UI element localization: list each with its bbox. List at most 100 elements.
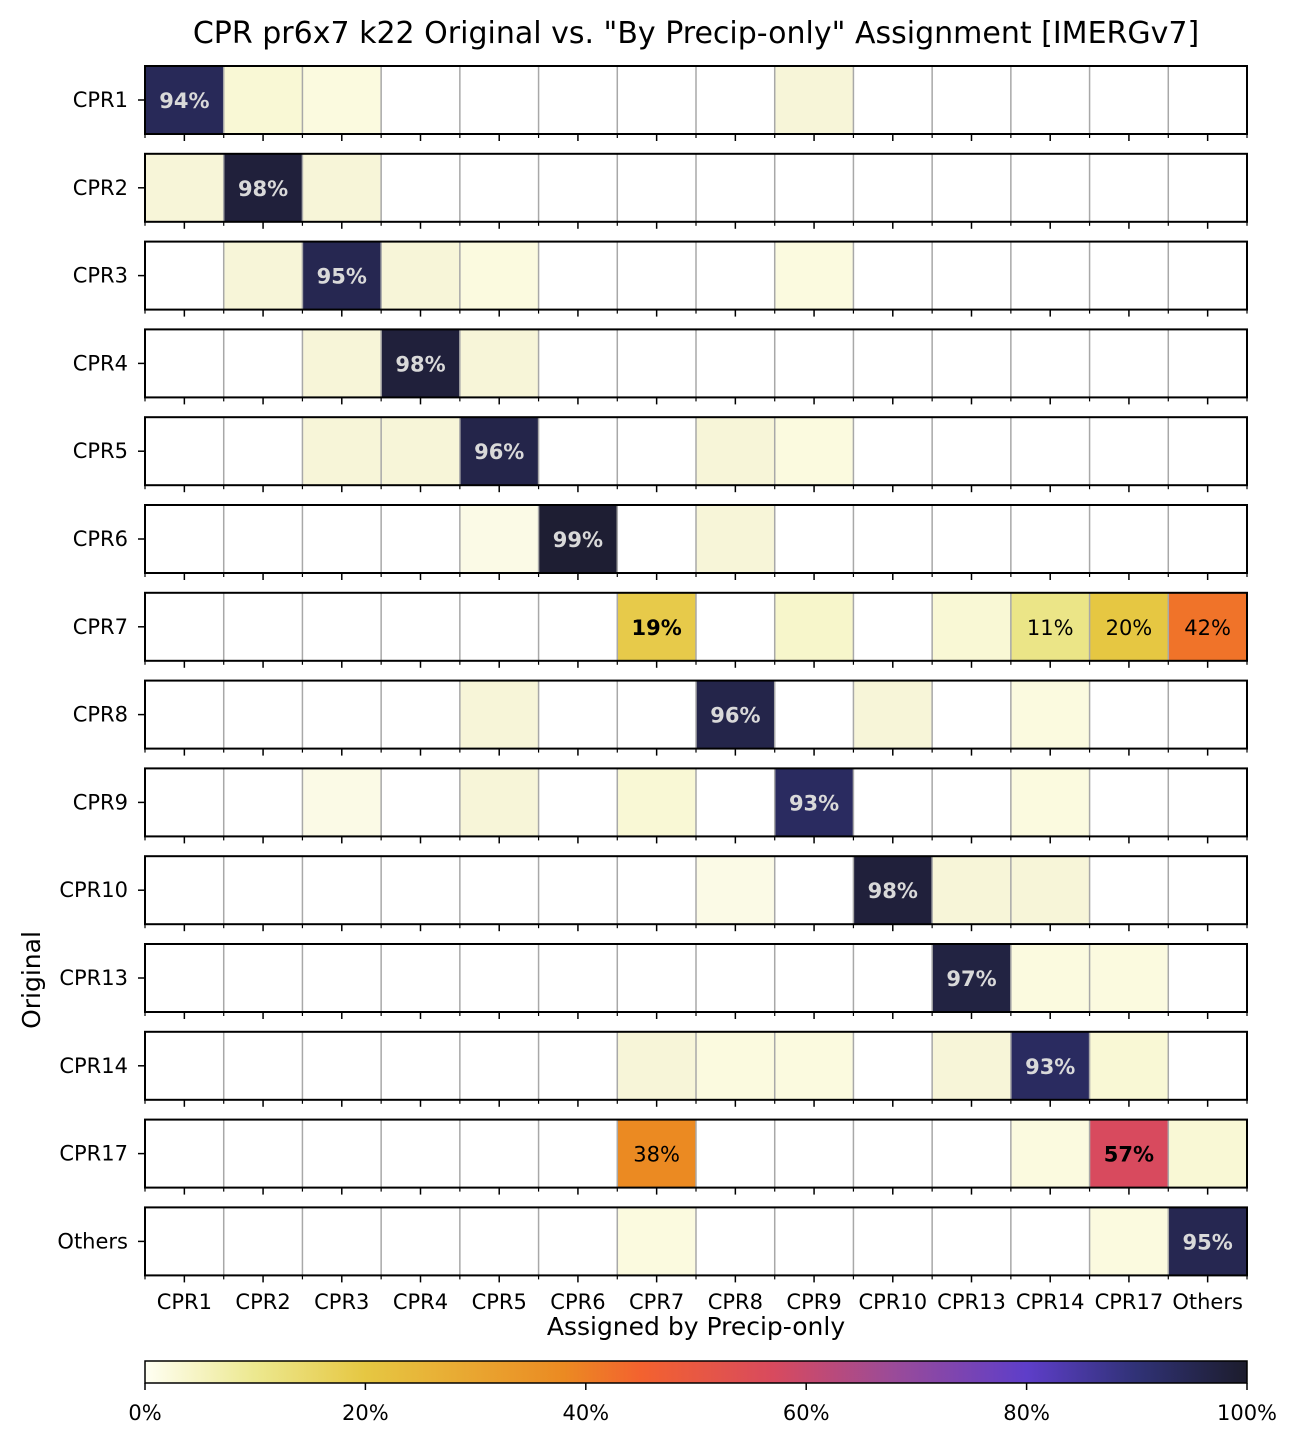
heatmap-row: CPR10 98% — [59, 855, 1248, 932]
heatmap-cell — [1168, 241, 1247, 310]
heatmap-cell — [459, 241, 539, 310]
cell-label: 95% — [317, 265, 367, 289]
heatmap-cell — [1010, 417, 1090, 486]
heatmap-cell — [538, 417, 618, 486]
heatmap-cell — [381, 1031, 460, 1100]
heatmap-cell — [381, 592, 460, 661]
heatmap-row: Others 95% — [57, 1206, 1248, 1283]
heatmap-cell — [617, 153, 696, 222]
heatmap-cell — [538, 153, 618, 222]
heatmap-cell — [696, 856, 775, 925]
heatmap-cell — [302, 680, 382, 749]
column-label: CPR13 — [937, 1290, 1006, 1314]
heatmap-cell — [381, 856, 460, 925]
colorbar-tick-label: 40% — [562, 1401, 609, 1425]
heatmap-row: CPR6 99% — [73, 504, 1248, 580]
heatmap-cell — [1010, 680, 1090, 749]
heatmap-cell — [223, 1207, 303, 1276]
row-label: CPR9 — [73, 790, 128, 814]
heatmap-cell — [696, 1031, 775, 1100]
column-label: Others — [1172, 1290, 1243, 1314]
heatmap-cell — [223, 1119, 303, 1188]
heatmap-cell — [459, 417, 539, 486]
heatmap-cell — [1089, 680, 1169, 749]
column-label: CPR4 — [393, 1290, 448, 1314]
heatmap-cell — [459, 1031, 539, 1100]
heatmap-cell — [853, 768, 933, 837]
heatmap-row: CPR3 95% — [73, 240, 1248, 317]
heatmap-cell — [1089, 1207, 1169, 1276]
heatmap-cell — [774, 944, 854, 1012]
heatmap-cell — [774, 66, 854, 134]
heatmap-cell — [617, 680, 696, 749]
heatmap-cell — [696, 680, 775, 749]
heatmap-cell — [302, 856, 382, 925]
heatmap-cell — [1010, 1031, 1090, 1100]
colorbar-gradient — [145, 1361, 1247, 1383]
heatmap-cell — [459, 1207, 539, 1276]
cell-label: 97% — [946, 967, 996, 991]
cell-label: 94% — [159, 89, 209, 113]
heatmap-row: CPR9 93% — [73, 767, 1248, 844]
heatmap-cell — [774, 329, 854, 398]
heatmap-cell — [1010, 329, 1090, 398]
heatmap-cell — [1010, 505, 1090, 573]
column-label: CPR14 — [1016, 1290, 1085, 1314]
heatmap-cell — [538, 768, 618, 837]
heatmap-cell — [145, 66, 224, 134]
heatmap-cell — [1010, 241, 1090, 310]
heatmap-cell — [538, 241, 618, 310]
heatmap-cell — [459, 66, 539, 134]
heatmap-cell — [302, 592, 382, 661]
heatmap-cell — [853, 944, 933, 1012]
heatmap-cell — [853, 66, 933, 134]
heatmap-cell — [617, 329, 696, 398]
heatmap-cell — [1010, 1207, 1090, 1276]
heatmap-row: CPR17 38% 57% — [59, 1118, 1248, 1195]
heatmap-cell — [459, 592, 539, 661]
heatmap-cell — [1010, 1119, 1090, 1188]
heatmap-cell — [617, 856, 696, 925]
heatmap-cell — [774, 680, 854, 749]
row-label: CPR1 — [73, 88, 128, 112]
cell-label: 19% — [632, 616, 682, 640]
heatmap-cell — [932, 944, 1011, 1012]
colorbar-frame — [144, 1360, 1248, 1384]
heatmap-cell — [302, 153, 382, 222]
heatmap-cell — [932, 1207, 1011, 1276]
colorbar: 0% 20% 40% 60% 80% 100% — [128, 1360, 1277, 1425]
heatmap-cell — [223, 417, 303, 486]
heatmap-cell — [617, 417, 696, 486]
heatmap-cell — [302, 66, 382, 134]
heatmap-cell — [1168, 856, 1247, 925]
heatmap-cell — [774, 856, 854, 925]
heatmap-cell — [223, 768, 303, 837]
heatmap-cell — [774, 417, 854, 486]
heatmap-row: CPR8 96% — [73, 679, 1248, 756]
heatmap-cell — [302, 944, 382, 1012]
cell-label: 96% — [710, 704, 760, 728]
heatmap-cell — [1168, 592, 1247, 661]
heatmap-cell — [381, 1119, 460, 1188]
heatmap-cell — [459, 856, 539, 925]
heatmap-cell — [223, 680, 303, 749]
heatmap-cell — [459, 1119, 539, 1188]
heatmap-row: CPR7 19% 11% 20% 42% — [73, 591, 1248, 668]
heatmap-cell — [1168, 1119, 1247, 1188]
heatmap-cell — [1168, 153, 1247, 222]
heatmap-cell — [1168, 1207, 1247, 1276]
column-label: CPR1 — [157, 1290, 212, 1314]
heatmap-cell — [302, 241, 382, 310]
heatmap-cell — [145, 153, 224, 222]
heatmap-cell — [223, 505, 303, 573]
heatmap-cell — [538, 505, 618, 573]
heatmap-cell — [696, 505, 775, 573]
heatmap-cell — [145, 1031, 224, 1100]
heatmap-cell — [538, 1119, 618, 1188]
cell-label: 98% — [868, 879, 918, 903]
heatmap-cell — [1010, 944, 1090, 1012]
heatmap-cell — [1089, 592, 1169, 661]
heatmap-cell — [1010, 66, 1090, 134]
heatmap-cell — [617, 505, 696, 573]
row-label: Others — [57, 1229, 128, 1253]
